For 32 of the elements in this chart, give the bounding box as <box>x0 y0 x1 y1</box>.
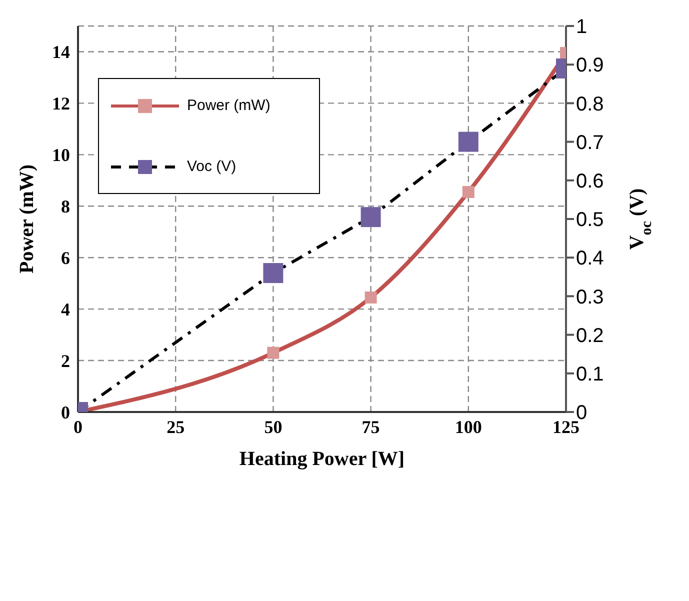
y2-tick-label: 0.3 <box>576 286 604 308</box>
point <box>360 207 381 228</box>
y-tick-label: 4 <box>61 299 70 320</box>
x-tick-label: 100 <box>454 416 482 437</box>
y2-tick-label: 0.1 <box>576 364 604 386</box>
y-tick-label: 12 <box>52 94 70 114</box>
y2-tick-label: 1 <box>576 16 588 38</box>
y2-tick-label: 0.9 <box>576 54 604 77</box>
y-tick-label: 8 <box>61 196 70 217</box>
y-tick-label: 2 <box>61 350 70 371</box>
y-tick-label: 0 <box>61 402 70 422</box>
y-tick-label: 6 <box>61 248 70 268</box>
x-tick-label: 75 <box>362 416 380 437</box>
y2-tick-label: 0.7 <box>576 132 604 154</box>
y2-tick-label: 0.6 <box>576 170 604 192</box>
x-tick-label: 50 <box>264 416 282 437</box>
x-tick-label: 0 <box>74 416 82 437</box>
y-tick-label: 10 <box>52 145 70 166</box>
y2-tick-label: 0.2 <box>576 324 604 347</box>
x-tick-label: 25 <box>166 416 185 437</box>
point <box>263 263 284 284</box>
y2-tick-label: 0.8 <box>576 93 604 116</box>
legend-label: Power (mW) <box>187 97 270 114</box>
point <box>462 186 474 198</box>
y2-tick-label: 0.4 <box>576 248 604 270</box>
point <box>364 291 377 304</box>
point <box>267 346 280 359</box>
y2-tick-label: 0.5 <box>576 209 604 232</box>
x-axis-title: Heating Power [W] <box>239 448 405 470</box>
y-tick-label: 14 <box>52 42 70 62</box>
legend-label: Voc (V) <box>187 158 236 175</box>
y-axis-title: Power (mW) <box>16 164 38 274</box>
